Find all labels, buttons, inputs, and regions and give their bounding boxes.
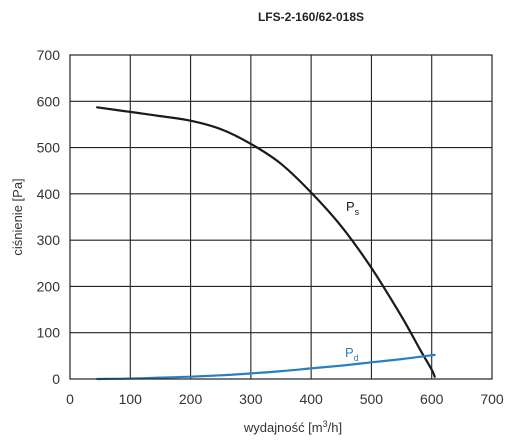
y-tick-label: 400 [37, 186, 61, 202]
y-axis-label: ciśnienie [Pa] [10, 178, 25, 255]
tick-labels: 0 100 200 300 400 500 600 700 0 100 200 300 400 500 60… [37, 47, 504, 407]
series-line-ps [96, 106, 436, 378]
y-tick-label: 300 [37, 232, 61, 248]
x-tick-label: 300 [239, 391, 263, 407]
plot-area-frame [69, 54, 493, 380]
chart-title: LFS-2-160/62-018S [258, 10, 364, 24]
x-tick-label: 700 [480, 391, 504, 407]
x-tick-label: 500 [360, 391, 384, 407]
series-label-pd: Pd [345, 345, 359, 363]
y-tick-label: 100 [37, 325, 61, 341]
x-axis-label: wydajność [m3/h] [243, 419, 342, 435]
y-tick-label: 500 [37, 140, 61, 156]
grid [70, 55, 492, 379]
y-tick-label: 0 [52, 371, 60, 387]
series-labels: Ps Pd [345, 199, 360, 363]
x-tick-label: 600 [420, 391, 444, 407]
series-label-ps: Ps [346, 199, 360, 217]
y-tick-label: 700 [37, 47, 61, 63]
y-tick-label: 600 [37, 93, 61, 109]
x-tick-label: 400 [299, 391, 323, 407]
x-tick-label: 0 [66, 391, 74, 407]
series-layer [96, 106, 436, 381]
y-tick-label: 200 [37, 278, 61, 294]
x-tick-label: 100 [119, 391, 143, 407]
x-tick-label: 200 [179, 391, 203, 407]
series-line-pd [96, 353, 436, 381]
